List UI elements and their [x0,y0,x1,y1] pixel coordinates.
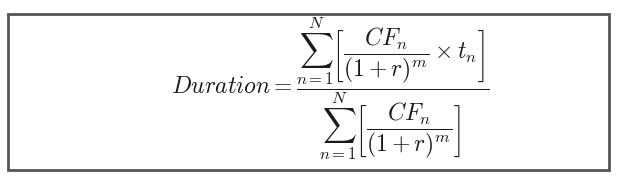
FancyBboxPatch shape [7,14,609,170]
Text: $Duration = \dfrac{\sum_{n=1}^{N}\left[\dfrac{CF_n}{(1+r)^m} \times t_n\right]}{: $Duration = \dfrac{\sum_{n=1}^{N}\left[\… [171,15,489,162]
